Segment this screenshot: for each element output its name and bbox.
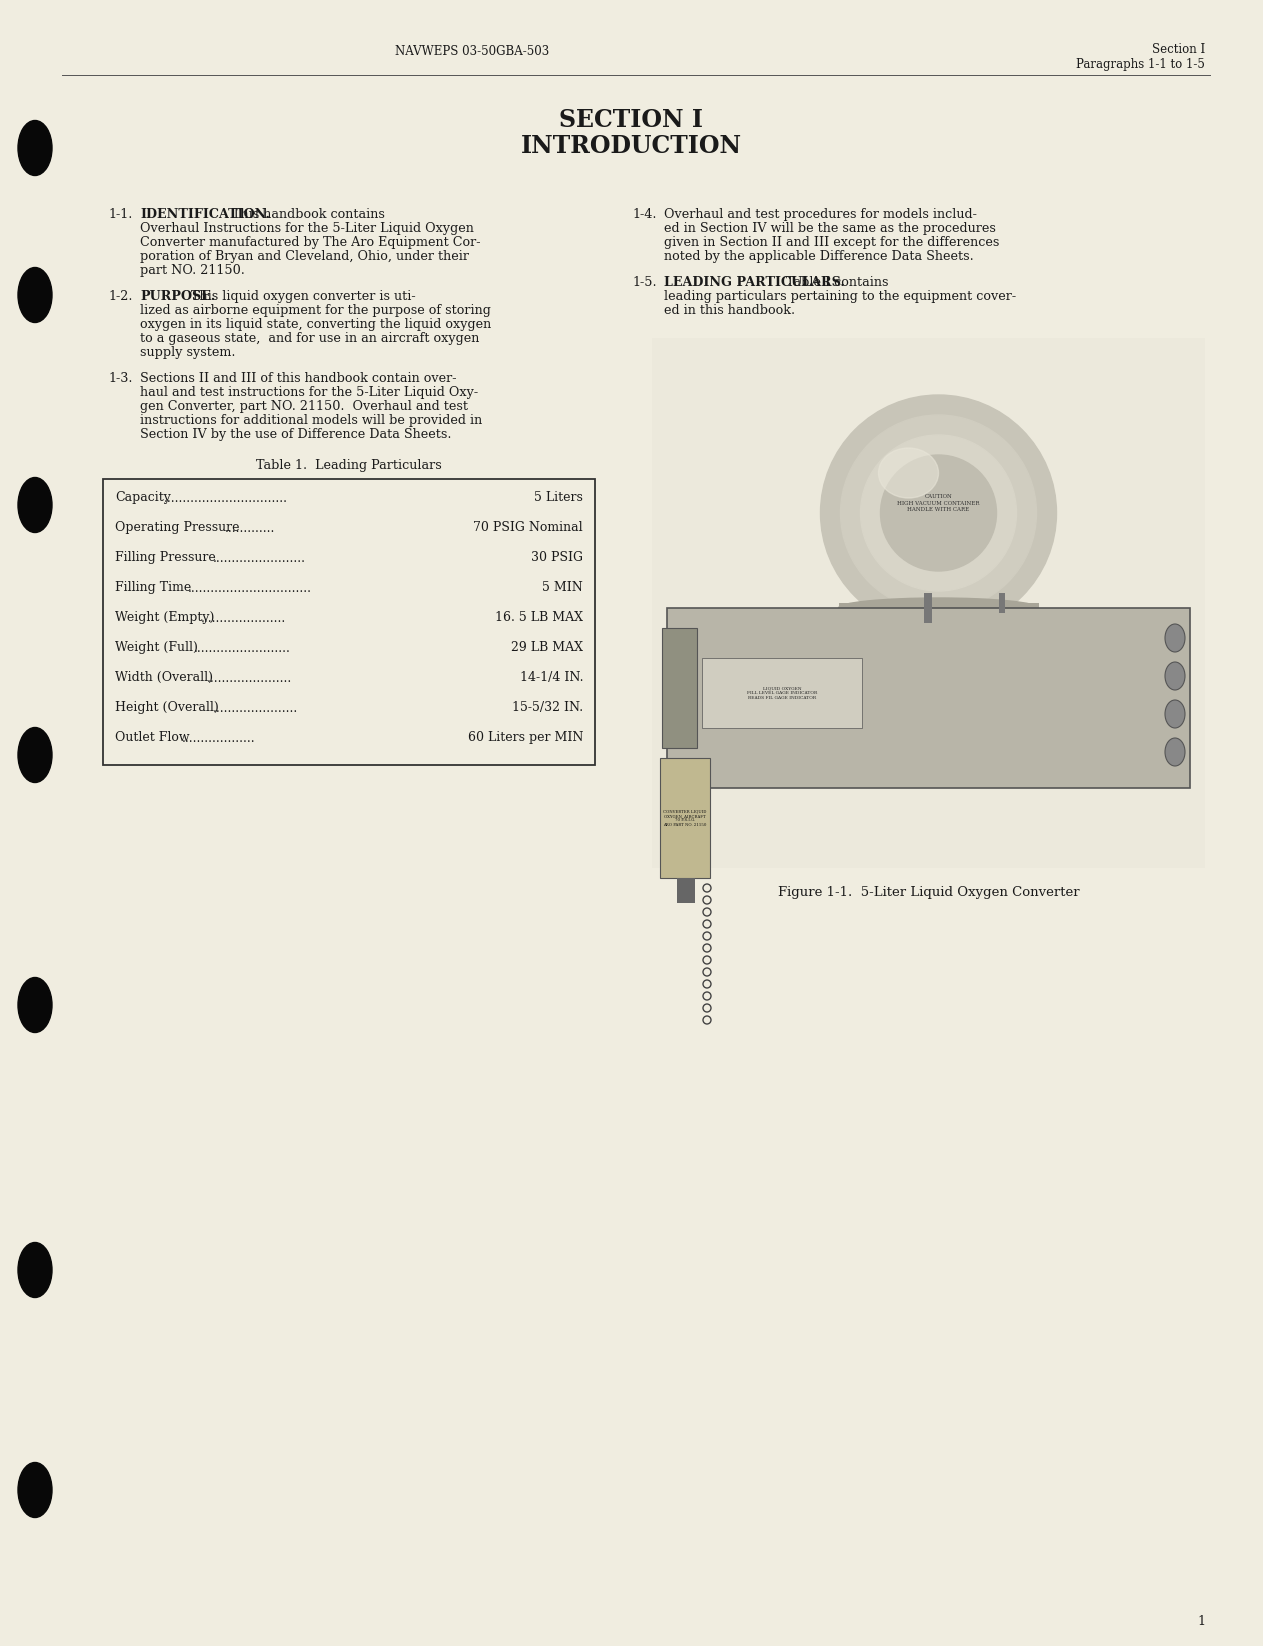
- Text: 1: 1: [1197, 1615, 1205, 1628]
- Text: This liquid oxygen converter is uti-: This liquid oxygen converter is uti-: [191, 290, 416, 303]
- Text: IDENTIFICATION.: IDENTIFICATION.: [140, 207, 270, 221]
- Ellipse shape: [1164, 700, 1185, 728]
- Text: 16. 5 LB MAX: 16. 5 LB MAX: [495, 611, 584, 624]
- Text: part NO. 21150.: part NO. 21150.: [140, 263, 245, 277]
- Ellipse shape: [18, 268, 52, 323]
- Ellipse shape: [18, 120, 52, 176]
- Text: Overhaul and test procedures for models includ-: Overhaul and test procedures for models …: [664, 207, 976, 221]
- Ellipse shape: [18, 1463, 52, 1518]
- Text: ed in Section IV will be the same as the procedures: ed in Section IV will be the same as the…: [664, 222, 995, 235]
- Ellipse shape: [860, 435, 1017, 591]
- Text: 1-4.: 1-4.: [632, 207, 657, 221]
- Text: INTRODUCTION: INTRODUCTION: [520, 133, 741, 158]
- Bar: [999, 593, 1004, 612]
- Text: .........................: .........................: [195, 642, 292, 655]
- Text: LEADING PARTICULARS.: LEADING PARTICULARS.: [664, 277, 845, 290]
- Text: ...................: ...................: [182, 731, 255, 744]
- Bar: [702, 658, 863, 728]
- Ellipse shape: [1164, 662, 1185, 690]
- Ellipse shape: [18, 477, 52, 533]
- Text: 1-2.: 1-2.: [109, 290, 133, 303]
- Text: 29 LB MAX: 29 LB MAX: [512, 640, 584, 653]
- Ellipse shape: [879, 448, 938, 499]
- Bar: [923, 593, 932, 622]
- Bar: [667, 607, 1190, 788]
- Text: ................................: ................................: [188, 581, 312, 594]
- Text: CONVERTER LIQUID
OXYGEN, AIRCRAFT
70 P.S.I.G.
ARO PART NO. 21150: CONVERTER LIQUID OXYGEN, AIRCRAFT 70 P.S…: [663, 810, 707, 826]
- Text: ........................: ........................: [212, 551, 306, 565]
- Text: Filling Pressure: Filling Pressure: [115, 551, 216, 565]
- Text: Filling Time: Filling Time: [115, 581, 191, 594]
- Text: Section IV by the use of Difference Data Sheets.: Section IV by the use of Difference Data…: [140, 428, 451, 441]
- Ellipse shape: [1164, 624, 1185, 652]
- Text: Outlet Flow: Outlet Flow: [115, 731, 189, 744]
- Text: Converter manufactured by The Aro Equipment Cor-: Converter manufactured by The Aro Equipm…: [140, 235, 480, 249]
- Text: ......................: ......................: [201, 612, 285, 624]
- Text: noted by the applicable Difference Data Sheets.: noted by the applicable Difference Data …: [664, 250, 974, 263]
- Ellipse shape: [1164, 737, 1185, 765]
- Text: This handbook contains: This handbook contains: [232, 207, 385, 221]
- Text: 1-5.: 1-5.: [632, 277, 657, 290]
- Bar: [661, 759, 710, 877]
- Text: NAVWEPS 03-50GBA-503: NAVWEPS 03-50GBA-503: [395, 44, 549, 58]
- Text: Height (Overall): Height (Overall): [115, 701, 218, 714]
- Ellipse shape: [840, 415, 1037, 611]
- Ellipse shape: [18, 978, 52, 1032]
- Ellipse shape: [880, 454, 997, 571]
- Text: 5 Liters: 5 Liters: [534, 491, 584, 504]
- Text: Sections II and III of this handbook contain over-: Sections II and III of this handbook con…: [140, 372, 456, 385]
- Text: 1-1.: 1-1.: [109, 207, 133, 221]
- Text: given in Section II and III except for the differences: given in Section II and III except for t…: [664, 235, 999, 249]
- Bar: [652, 337, 1205, 867]
- Text: PURPOSE.: PURPOSE.: [140, 290, 215, 303]
- Ellipse shape: [18, 728, 52, 782]
- Text: Table 1.  Leading Particulars: Table 1. Leading Particulars: [256, 459, 442, 472]
- Text: .............: .............: [225, 522, 275, 535]
- Text: ......................: ......................: [212, 701, 298, 714]
- Text: oxygen in its liquid state, converting the liquid oxygen: oxygen in its liquid state, converting t…: [140, 318, 491, 331]
- Text: 5 MIN: 5 MIN: [542, 581, 584, 594]
- Text: CAUTION
HIGH VACUUM CONTAINER
HANDLE WITH CARE: CAUTION HIGH VACUUM CONTAINER HANDLE WIT…: [897, 494, 980, 512]
- Text: leading particulars pertaining to the equipment cover-: leading particulars pertaining to the eq…: [664, 290, 1017, 303]
- Text: supply system.: supply system.: [140, 346, 235, 359]
- Text: Operating Pressure: Operating Pressure: [115, 522, 240, 533]
- Text: haul and test instructions for the 5-Liter Liquid Oxy-: haul and test instructions for the 5-Lit…: [140, 387, 479, 398]
- Text: 15-5/32 IN.: 15-5/32 IN.: [512, 701, 584, 714]
- Bar: [677, 877, 695, 904]
- Text: Weight (Empty): Weight (Empty): [115, 611, 215, 624]
- Text: Width (Overall): Width (Overall): [115, 672, 213, 685]
- Text: 70 PSIG Nominal: 70 PSIG Nominal: [474, 522, 584, 533]
- Text: Capacity: Capacity: [115, 491, 171, 504]
- Text: poration of Bryan and Cleveland, Ohio, under their: poration of Bryan and Cleveland, Ohio, u…: [140, 250, 469, 263]
- Text: 60 Liters per MIN: 60 Liters per MIN: [467, 731, 584, 744]
- Ellipse shape: [839, 597, 1038, 617]
- Text: ......................: ......................: [206, 672, 292, 685]
- Text: lized as airborne equipment for the purpose of storing: lized as airborne equipment for the purp…: [140, 305, 491, 318]
- Text: to a gaseous state,  and for use in an aircraft oxygen: to a gaseous state, and for use in an ai…: [140, 332, 480, 346]
- Text: Paragraphs 1-1 to 1-5: Paragraphs 1-1 to 1-5: [1076, 58, 1205, 71]
- Text: 1-3.: 1-3.: [109, 372, 133, 385]
- Text: ed in this handbook.: ed in this handbook.: [664, 305, 796, 318]
- Text: gen Converter, part NO. 21150.  Overhaul and test: gen Converter, part NO. 21150. Overhaul …: [140, 400, 469, 413]
- Text: instructions for additional models will be provided in: instructions for additional models will …: [140, 415, 482, 426]
- Ellipse shape: [18, 1243, 52, 1297]
- Text: SECTION I: SECTION I: [560, 109, 703, 132]
- Bar: [104, 479, 595, 765]
- Bar: [839, 602, 1038, 621]
- Text: ................................: ................................: [164, 492, 288, 505]
- Text: Weight (Full): Weight (Full): [115, 640, 198, 653]
- Text: LIQUID OXYGEN
FILL LEVEL GAGE INDICATOR
READS FIL GAGE INDICATOR: LIQUID OXYGEN FILL LEVEL GAGE INDICATOR …: [746, 686, 817, 700]
- Text: Section I: Section I: [1152, 43, 1205, 56]
- Bar: [662, 629, 697, 747]
- Text: 14-1/4 IN.: 14-1/4 IN.: [519, 672, 584, 685]
- Text: Table I contains: Table I contains: [786, 277, 888, 290]
- Text: 30 PSIG: 30 PSIG: [530, 551, 584, 565]
- Ellipse shape: [821, 395, 1057, 630]
- Text: Overhaul Instructions for the 5-Liter Liquid Oxygen: Overhaul Instructions for the 5-Liter Li…: [140, 222, 474, 235]
- Text: Figure 1-1.  5-Liter Liquid Oxygen Converter: Figure 1-1. 5-Liter Liquid Oxygen Conver…: [778, 886, 1080, 899]
